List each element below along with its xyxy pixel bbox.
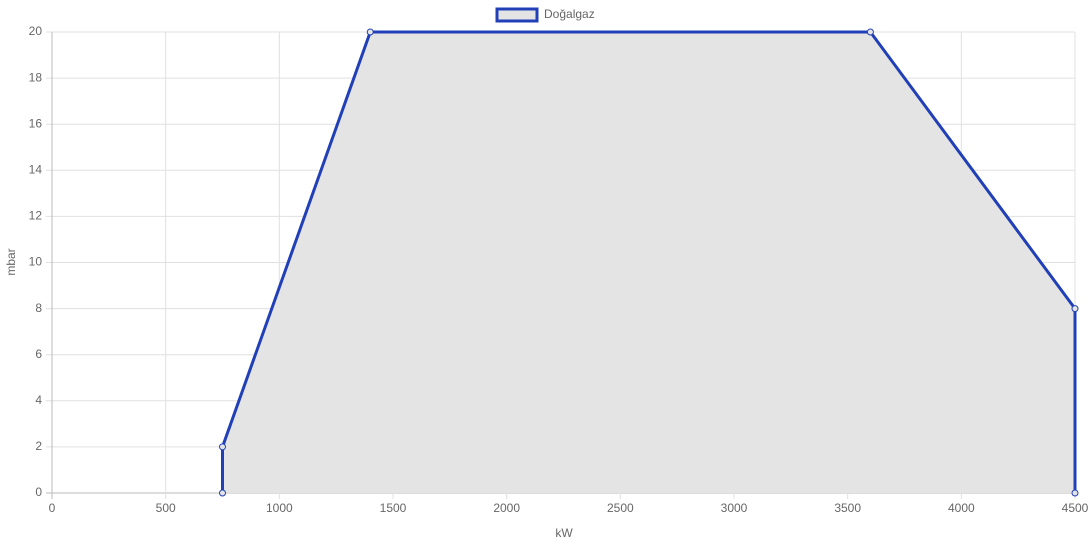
x-tick-label: 4000: [948, 501, 975, 515]
y-tick-label: 14: [29, 162, 43, 176]
x-tick-label: 1000: [266, 501, 293, 515]
y-tick-label: 18: [29, 70, 43, 84]
point: [219, 443, 226, 451]
point: [866, 28, 874, 36]
y-tick-label: 4: [35, 393, 42, 407]
y-tick-label: 0: [35, 485, 42, 499]
y-tick-label: 8: [35, 301, 42, 315]
x-tick-label: 2000: [493, 501, 520, 515]
y-tick-label: 20: [29, 24, 43, 38]
x-tick-label: 500: [156, 501, 176, 515]
y-tick-label: 6: [35, 347, 42, 361]
y-tick-label: 2: [35, 439, 42, 453]
legend-label: Doğalgaz: [544, 7, 595, 21]
x-tick-label: 1500: [380, 501, 407, 515]
x-tick-label: 2500: [607, 501, 634, 515]
y-tick-label: 10: [29, 255, 43, 269]
x-tick-label: 3000: [721, 501, 748, 515]
area: [222, 32, 1075, 493]
line: [221, 30, 1077, 493]
point: [219, 489, 226, 497]
point: [366, 28, 374, 36]
legend-swatch: [495, 7, 539, 23]
x-tick-label: 3500: [834, 501, 861, 515]
x-axis-label: kW: [555, 526, 573, 540]
x-tick-label: 4500: [1062, 501, 1089, 515]
x-tick-label: 0: [49, 501, 56, 515]
y-tick-label: 12: [29, 209, 43, 223]
point: [1071, 489, 1079, 497]
y-tick-label: 16: [29, 116, 43, 130]
y-axis-label: mbar: [4, 248, 18, 275]
point: [1071, 305, 1079, 313]
